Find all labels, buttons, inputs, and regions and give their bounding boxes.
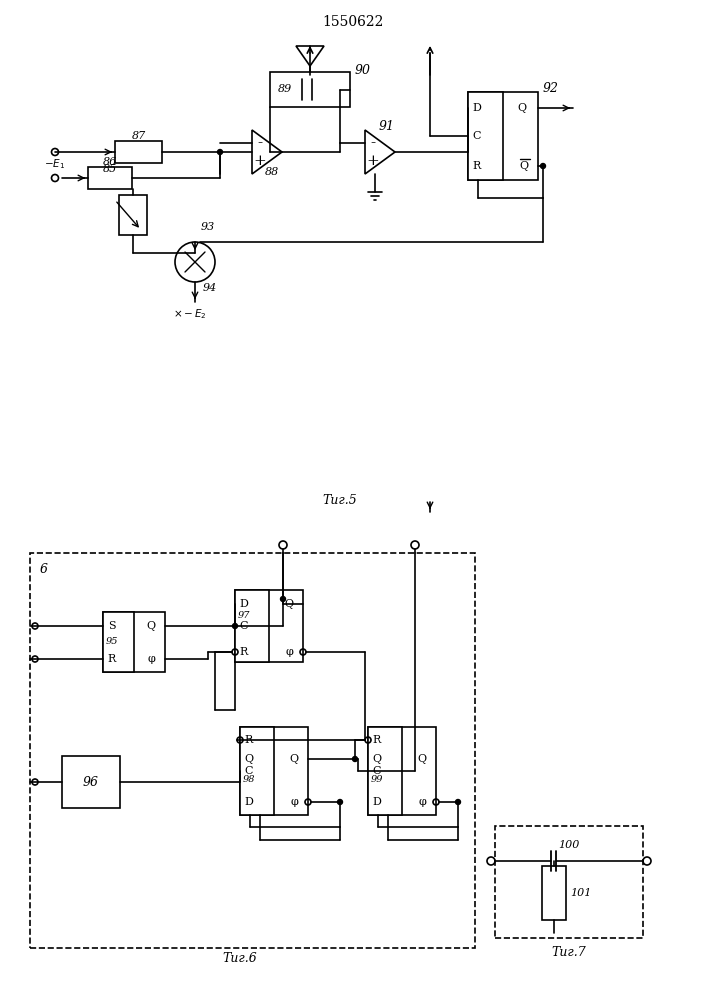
Text: 90: 90 [355,64,371,77]
Circle shape [455,800,460,804]
Text: 95: 95 [106,638,118,647]
FancyBboxPatch shape [240,727,274,815]
Circle shape [353,756,358,762]
FancyBboxPatch shape [368,727,436,815]
FancyBboxPatch shape [468,92,503,180]
FancyBboxPatch shape [235,590,269,662]
Text: C: C [373,766,381,776]
Text: R: R [240,647,248,657]
Text: C: C [245,766,253,776]
Text: φ: φ [147,654,155,664]
FancyBboxPatch shape [103,612,134,672]
Text: 97: 97 [238,611,250,620]
Text: Q: Q [417,754,426,764]
Text: D: D [373,797,382,807]
Circle shape [337,800,342,804]
Text: Τиг.7: Τиг.7 [551,946,586,958]
Text: Q: Q [520,161,529,171]
FancyBboxPatch shape [270,72,350,107]
Text: D: D [245,797,253,807]
Text: Q: Q [245,754,254,764]
Text: 101: 101 [570,888,591,898]
Text: 88: 88 [265,167,279,177]
FancyBboxPatch shape [542,866,566,920]
FancyBboxPatch shape [240,727,308,815]
Text: +: + [367,154,380,168]
Text: 86: 86 [103,157,117,167]
FancyBboxPatch shape [119,195,147,235]
Text: 100: 100 [559,840,580,850]
Text: C: C [240,621,248,631]
Text: Q: Q [289,754,298,764]
FancyBboxPatch shape [88,167,132,189]
Text: Τиг.5: Τиг.5 [322,493,357,506]
Circle shape [218,149,223,154]
Text: 93: 93 [201,222,215,232]
Circle shape [233,624,238,629]
Text: C: C [473,131,481,141]
FancyBboxPatch shape [115,141,162,163]
FancyBboxPatch shape [368,727,402,815]
Circle shape [540,163,546,168]
Text: 1550622: 1550622 [322,15,384,29]
Text: R: R [245,735,253,745]
Text: 87: 87 [132,131,146,141]
FancyBboxPatch shape [103,612,165,672]
Text: Τиг.6: Τиг.6 [223,952,257,964]
Text: φ: φ [285,647,293,657]
Text: D: D [240,599,248,609]
Text: +: + [254,154,267,168]
Text: φ: φ [418,797,426,807]
Text: 6: 6 [40,563,48,576]
Circle shape [281,596,286,601]
Text: 91: 91 [379,119,395,132]
Text: Q: Q [518,103,527,113]
Text: -: - [370,136,375,150]
Text: 98: 98 [243,774,255,784]
FancyBboxPatch shape [62,756,120,808]
Text: φ: φ [290,797,298,807]
Text: $-E_1$: $-E_1$ [45,157,66,171]
Text: Q: Q [373,754,382,764]
Text: -: - [257,136,262,150]
Text: 96: 96 [83,776,99,788]
FancyBboxPatch shape [30,553,475,948]
Text: R: R [473,161,481,171]
Text: 99: 99 [370,774,383,784]
Text: R: R [108,654,116,664]
FancyBboxPatch shape [468,92,538,180]
Text: 85: 85 [103,164,117,174]
Text: 92: 92 [543,82,559,95]
Text: 94: 94 [203,283,217,293]
Text: $\times -E_2$: $\times -E_2$ [173,307,207,321]
Text: R: R [373,735,381,745]
Text: Q: Q [146,621,156,631]
Text: S: S [108,621,116,631]
Text: Q: Q [284,599,293,609]
Text: 89: 89 [278,85,292,95]
FancyBboxPatch shape [495,826,643,938]
FancyBboxPatch shape [235,590,303,662]
Text: D: D [472,103,481,113]
